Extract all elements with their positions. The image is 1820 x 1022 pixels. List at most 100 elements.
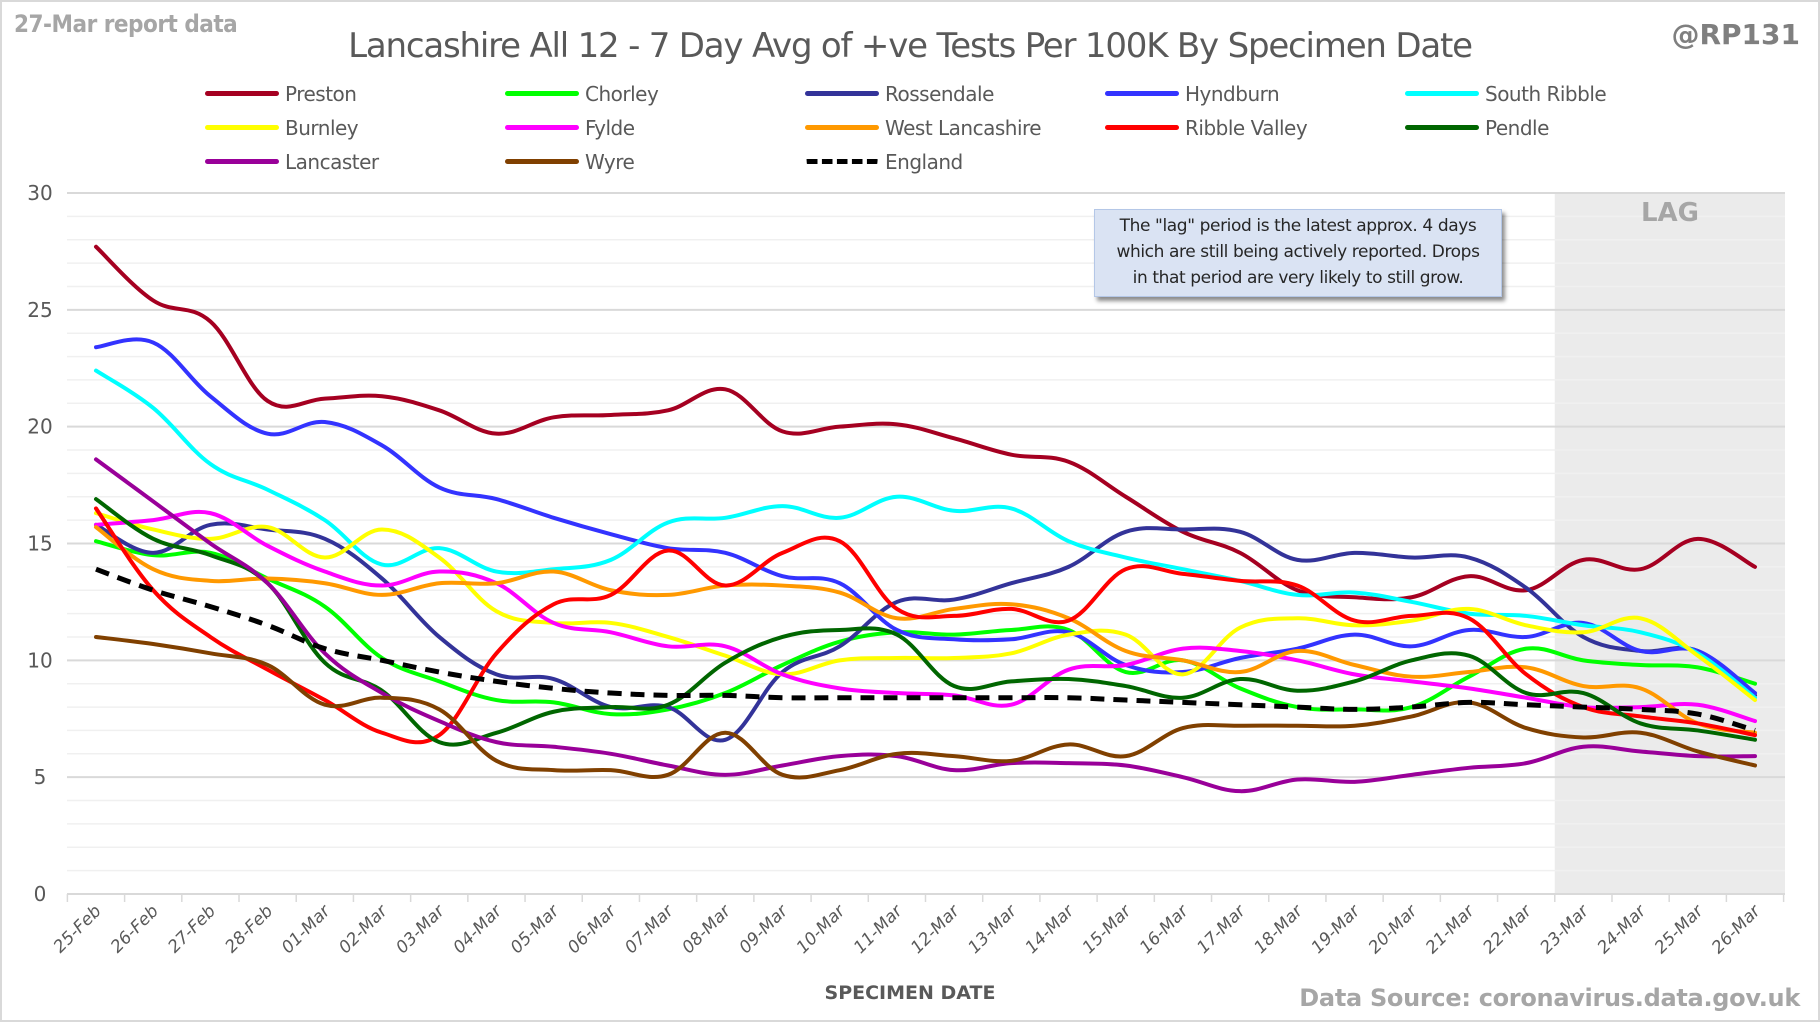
legend-swatch (1405, 125, 1479, 130)
x-tick-label: 28-Feb (221, 901, 277, 957)
series-line-ribble-valley (94, 506, 1757, 745)
y-tick-label: 30 (27, 181, 52, 205)
series-hyndburn (94, 337, 1757, 696)
legend-swatch (805, 125, 879, 130)
legend-item: South Ribble (1405, 80, 1705, 107)
x-tick-label: 12-Mar (907, 901, 964, 958)
x-tick-label: 19-Mar (1308, 901, 1365, 958)
x-axis-title: SPECIMEN DATE (824, 982, 996, 1004)
series-line-south-ribble (94, 368, 1757, 700)
series-england (95, 566, 1756, 733)
y-tick-label: 15 (27, 532, 52, 556)
legend-item: West Lancashire (805, 114, 1105, 141)
series-group (94, 244, 1757, 794)
series-fylde (94, 509, 1757, 724)
x-tick-label: 11-Mar (850, 901, 907, 958)
legend-item: Chorley (505, 80, 805, 107)
legend-swatch (505, 91, 579, 96)
series-line-west-lancashire (94, 525, 1757, 735)
series-line-preston (94, 244, 1757, 602)
x-axis: 25-Feb 26-Feb 27-Feb 28-Feb 01-Mar 02-Mar 03-M… (50, 893, 1785, 958)
series-lancaster (94, 457, 1757, 794)
legend-item: Rossendale (805, 80, 1105, 107)
x-tick-label: 16-Mar (1136, 901, 1193, 958)
legend-swatch (505, 159, 579, 164)
lag-label: LAG (1640, 198, 1700, 228)
legend-swatch (805, 159, 879, 164)
legend-label: Wyre (585, 149, 635, 174)
x-tick-label: 18-Mar (1250, 901, 1307, 958)
y-tick-label: 0 (34, 882, 47, 906)
annotation-line: The "lag" period is the latest approx. 4… (1119, 216, 1477, 236)
legend-item: Wyre (505, 148, 805, 175)
x-tick-label: 02-Mar (335, 901, 392, 958)
x-tick-label: 08-Mar (678, 901, 735, 958)
legend-item: Hyndburn (1105, 80, 1405, 107)
legend-label: Hyndburn (1185, 81, 1280, 106)
x-tick-label: 25-Feb (50, 901, 106, 957)
series-line-lancaster (94, 457, 1757, 794)
series-south-ribble (94, 368, 1757, 700)
series-west-lancashire (94, 525, 1757, 735)
x-tick-label: 22-Mar (1479, 901, 1536, 958)
series-line-hyndburn (94, 337, 1757, 696)
legend-swatch (805, 91, 879, 96)
y-tick-label: 20 (27, 415, 52, 439)
series-line-rossendale (94, 521, 1757, 743)
x-tick-label: 21-Mar (1422, 901, 1479, 958)
series-preston (94, 244, 1757, 602)
legend: Preston Chorley Rossendale Hyndburn South Ri… (205, 80, 1655, 175)
legend-label: England (885, 149, 963, 174)
legend-label: West Lancashire (885, 115, 1042, 140)
legend-item: Lancaster (205, 148, 505, 175)
annotation-line: which are still being actively reported.… (1116, 242, 1480, 262)
x-tick-label: 04-Mar (450, 901, 507, 958)
y-tick-label: 5 (34, 765, 47, 789)
x-tick-label: 10-Mar (793, 901, 850, 958)
series-line-chorley (94, 539, 1757, 717)
author-handle: @RP131 (1671, 18, 1800, 51)
series-chorley (94, 539, 1757, 717)
x-tick-label: 06-Mar (564, 901, 621, 958)
legend-item: Fylde (505, 114, 805, 141)
series-line-pendle (94, 497, 1757, 747)
x-tick-label: 09-Mar (736, 901, 793, 958)
legend-label: South Ribble (1485, 81, 1607, 106)
chart-title: Lancashire All 12 - 7 Day Avg of +ve Tes… (348, 26, 1473, 66)
legend-label: Ribble Valley (1185, 115, 1308, 140)
series-burnley (94, 511, 1757, 703)
annotation-line: in that period are very likely to still … (1132, 268, 1464, 288)
x-tick-label: 14-Mar (1022, 901, 1079, 958)
x-tick-label: 15-Mar (1079, 901, 1136, 958)
y-tick-label: 10 (27, 648, 52, 672)
legend-swatch (505, 125, 579, 130)
legend-item: England (805, 148, 1105, 175)
y-tick-label: 25 (27, 298, 52, 322)
report-date-label: 27-Mar report data (14, 10, 238, 38)
lag-annotation-box: The "lag" period is the latest approx. 4… (1094, 209, 1502, 297)
x-tick-label: 24-Mar (1594, 901, 1651, 958)
legend-item: Ribble Valley (1105, 114, 1405, 141)
legend-label: Preston (285, 81, 357, 106)
gridlines (67, 192, 1785, 895)
x-tick-label: 07-Mar (621, 901, 678, 958)
legend-item: Preston (205, 80, 505, 107)
series-line-burnley (94, 511, 1757, 703)
legend-label: Lancaster (285, 149, 379, 174)
legend-label: Chorley (585, 81, 659, 106)
series-line-fylde (94, 509, 1757, 724)
x-tick-label: 26-Feb (107, 901, 163, 957)
y-axis: 0 5 10 15 20 25 30 (27, 181, 52, 906)
legend-swatch (1105, 125, 1179, 130)
data-source: Data Source: coronavirus.data.gov.uk (1299, 984, 1800, 1012)
x-tick-label: 01-Mar (278, 901, 335, 958)
x-tick-label: 20-Mar (1365, 901, 1422, 958)
legend-label: Burnley (285, 115, 359, 140)
legend-swatch (205, 91, 279, 96)
legend-item: Burnley (205, 114, 505, 141)
x-tick-label: 17-Mar (1193, 901, 1250, 958)
legend-swatch (1405, 91, 1479, 96)
legend-swatch (205, 159, 279, 164)
